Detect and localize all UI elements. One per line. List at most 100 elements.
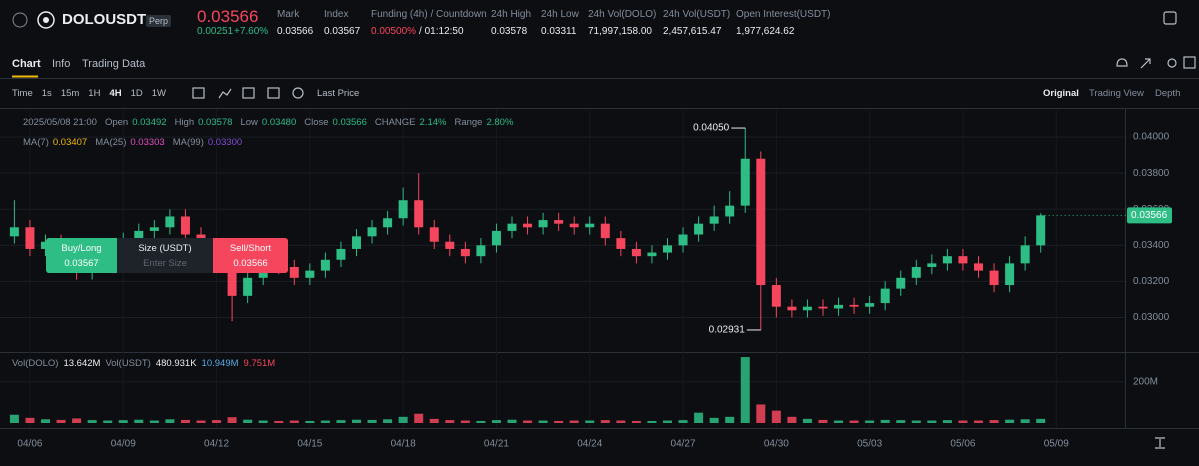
volume-bar [118, 420, 128, 423]
interval[interactable]: 1s [41, 88, 52, 99]
x-tick-label: 04/06 [17, 439, 42, 450]
buy-label: Buy/Long [61, 243, 102, 254]
interval[interactable]: 15m [60, 88, 80, 99]
candle-body [802, 306, 812, 311]
coin-logo [37, 11, 55, 29]
volume-label: Vol(DOLO) [12, 358, 59, 369]
stat-label: Funding (4h) / Countdown [371, 9, 487, 20]
candle-body [134, 230, 144, 240]
candle-body [149, 227, 159, 231]
tool-icon[interactable] [292, 87, 304, 99]
sell-button[interactable]: Sell/Short 0.03566 [213, 238, 288, 273]
x-tick-label: 04/27 [671, 439, 696, 450]
candle-body [974, 263, 983, 271]
tool-icon[interactable] [218, 88, 232, 99]
volume-bar [663, 420, 672, 423]
stat-label: Mark [277, 9, 300, 20]
volume-bar [227, 417, 237, 423]
interval[interactable]: Time [12, 88, 33, 99]
volume-bar [134, 419, 144, 423]
tool-icon[interactable] [242, 87, 255, 99]
candle-body [585, 223, 595, 228]
x-tick-label: 04/21 [484, 439, 509, 450]
volume-bar [41, 419, 50, 423]
x-tick-label: 04/12 [204, 439, 229, 450]
candle-body [740, 158, 750, 206]
extreme-marker-label: 0.02931 [709, 325, 746, 336]
volume-bar [818, 419, 828, 423]
volume-bar [258, 420, 268, 423]
extreme-marker-label: 0.04050 [693, 123, 730, 134]
legend-label: Close [304, 117, 329, 128]
settings-icon[interactable] [1163, 11, 1177, 25]
scroll-end-icon[interactable] [1155, 437, 1165, 449]
stat-value: 2,457,615.47 [663, 26, 721, 37]
view-option[interactable]: Depth [1155, 88, 1181, 99]
sell-label: Sell/Short [229, 243, 272, 254]
volume-bar [538, 420, 548, 423]
volume-bar [896, 420, 906, 423]
stat-value: 0.03566 [277, 26, 313, 37]
volume-bar [289, 420, 299, 423]
coin-logo-dot [43, 17, 49, 23]
volume-bar [180, 419, 190, 423]
interval[interactable]: 1H [88, 88, 101, 99]
tool-icon[interactable] [267, 87, 280, 99]
size-label: Size (USDT) [138, 243, 192, 254]
candle-body [289, 266, 299, 278]
candle-body [678, 234, 688, 246]
candle-body [9, 227, 19, 237]
alert-icon[interactable] [1116, 58, 1128, 67]
volume-bar [678, 420, 688, 423]
interval[interactable]: 1W [151, 88, 167, 99]
legend-value: 0.03578 [198, 117, 233, 128]
volume-bar [802, 418, 812, 423]
candle-body [476, 245, 486, 257]
volume-bar [787, 416, 797, 423]
legend-label: CHANGE [374, 117, 416, 128]
volume-value: 9.751M [243, 358, 276, 369]
tab[interactable]: Chart [12, 58, 41, 70]
price-type[interactable]: Last Price [317, 88, 360, 99]
view-option[interactable]: Original [1043, 88, 1079, 99]
volume-bar [149, 420, 159, 423]
volume-bar [974, 420, 983, 423]
interval-bar: Time 1s 15m 1H 4H 1D 1W [12, 88, 166, 99]
chart-settings-icon[interactable] [1167, 58, 1177, 68]
volume-bar [631, 420, 641, 423]
candle-body [709, 216, 719, 224]
favorite-icon[interactable] [12, 12, 28, 28]
layout-icon[interactable] [1183, 56, 1196, 69]
volume-bar [398, 416, 408, 423]
tool-icon[interactable] [192, 87, 205, 99]
ma-value: 0.03407 [52, 137, 88, 148]
stat-value-text: 0.00500% [371, 26, 417, 37]
last-price-tag [1127, 207, 1172, 224]
candle-body [569, 223, 579, 228]
size-input[interactable]: Size (USDT) Enter Size [117, 238, 213, 273]
buy-button[interactable]: Buy/Long 0.03567 [46, 238, 117, 273]
volume-bar [103, 420, 113, 423]
candle-body [818, 306, 828, 309]
interval[interactable]: 4H [109, 88, 122, 99]
expand-icon[interactable] [1140, 58, 1151, 69]
interval[interactable]: 1D [130, 88, 143, 99]
legend-value: 0.03566 [332, 117, 367, 128]
volume-bar [849, 420, 859, 423]
tab[interactable]: Info [52, 58, 71, 70]
badge: Perp [146, 15, 172, 27]
view-option[interactable]: Trading View [1089, 88, 1144, 99]
volume-bar [958, 420, 968, 423]
candle-body [849, 304, 859, 307]
candle-body [445, 241, 455, 249]
tab[interactable]: Trading Data [82, 58, 146, 70]
candle-body [694, 223, 704, 235]
stat-value-text: 0.03578 [491, 26, 528, 37]
last-price-label: 0.03566 [1131, 210, 1168, 221]
stat-value: 0.03578 [491, 26, 527, 37]
volume-bar [725, 416, 735, 423]
volume-bar [616, 420, 626, 423]
candle-body [336, 248, 346, 260]
volume-legend: Vol(DOLO) 13.642M Vol(USDT) 480.931K 10.949M… [12, 358, 275, 369]
